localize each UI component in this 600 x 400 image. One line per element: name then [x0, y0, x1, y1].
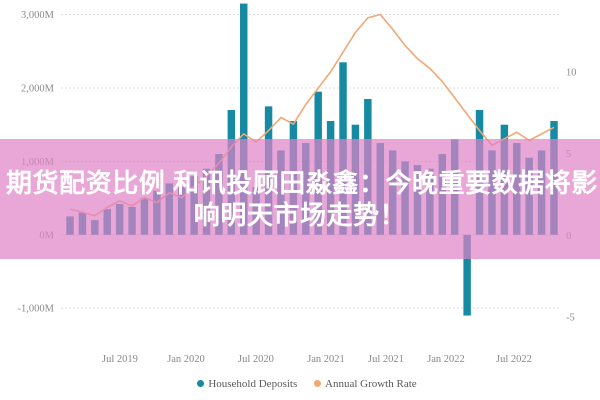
svg-text:Jul 2019: Jul 2019 — [102, 354, 138, 365]
svg-text:Jan 2020: Jan 2020 — [167, 354, 205, 365]
svg-text:Jul 2020: Jul 2020 — [238, 354, 274, 365]
svg-text:Jul 2021: Jul 2021 — [368, 354, 404, 365]
svg-text:-1,000M: -1,000M — [18, 304, 55, 315]
svg-text:10: 10 — [566, 67, 577, 78]
svg-text:Jan 2021: Jan 2021 — [307, 354, 345, 365]
svg-text:2,000M: 2,000M — [21, 84, 55, 95]
svg-text:-5: -5 — [566, 313, 575, 324]
svg-text:3,000M: 3,000M — [21, 10, 55, 21]
svg-text:Jan 2022: Jan 2022 — [427, 354, 465, 365]
svg-text:Jul 2022: Jul 2022 — [496, 354, 532, 365]
